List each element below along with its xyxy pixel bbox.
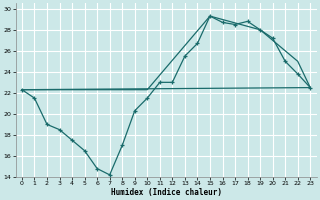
X-axis label: Humidex (Indice chaleur): Humidex (Indice chaleur) xyxy=(111,188,221,197)
